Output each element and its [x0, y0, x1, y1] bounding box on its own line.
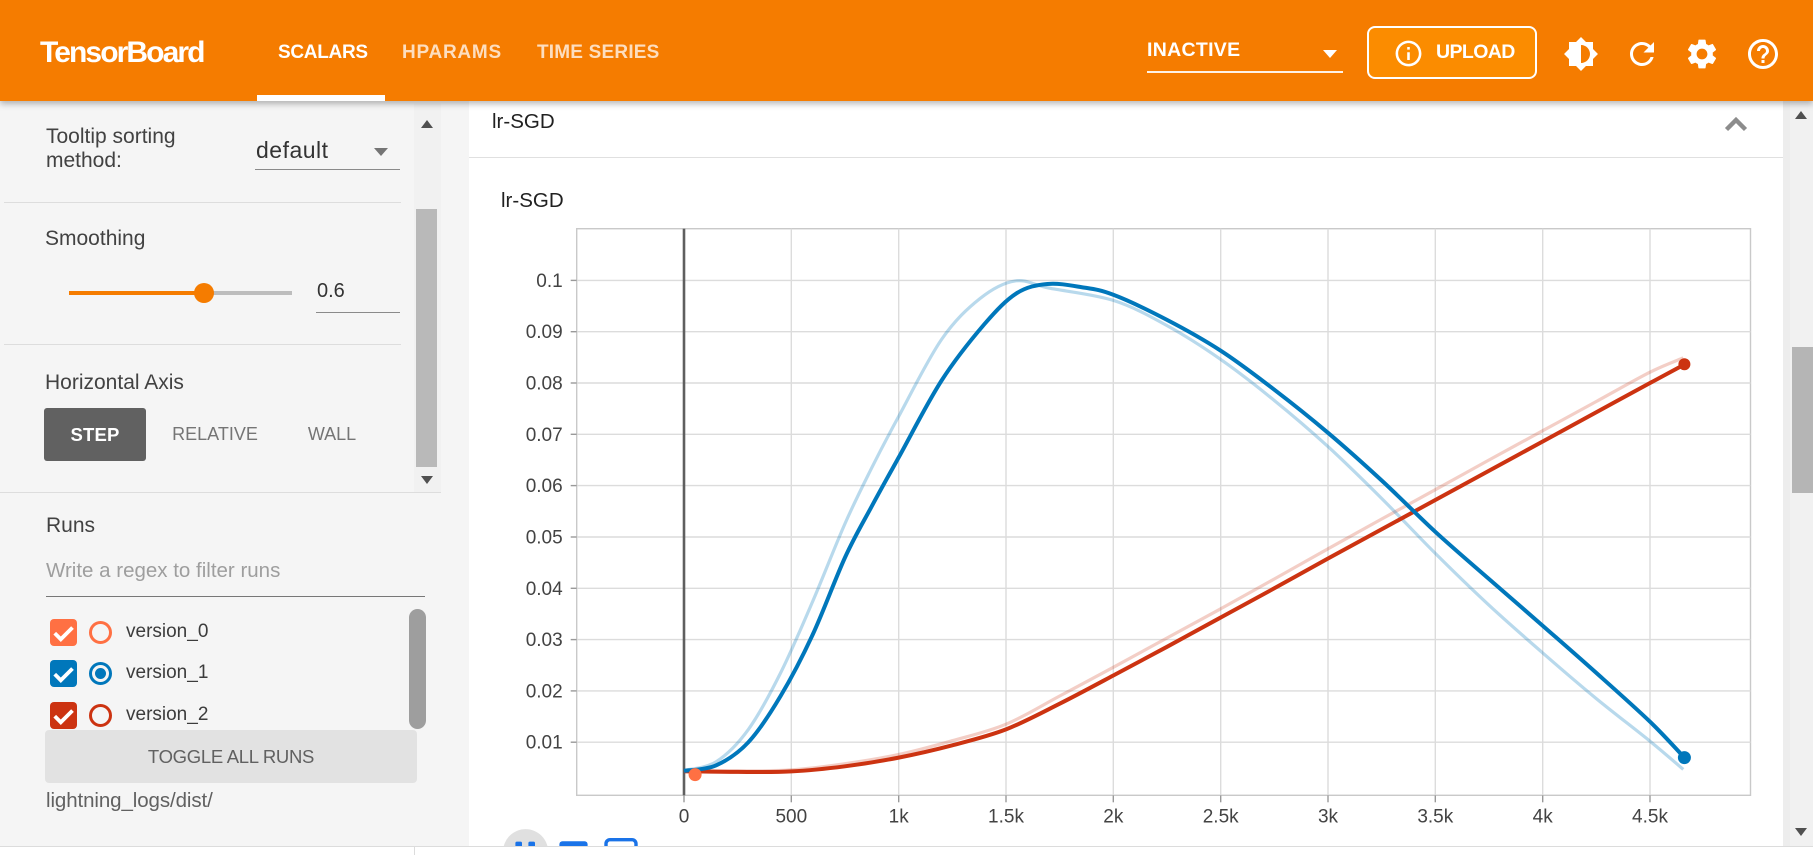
svg-text:0.01: 0.01	[526, 733, 563, 754]
svg-text:0.06: 0.06	[526, 476, 563, 497]
svg-text:4.5k: 4.5k	[1632, 806, 1668, 827]
svg-text:2.5k: 2.5k	[1203, 806, 1239, 827]
svg-text:3k: 3k	[1318, 806, 1339, 827]
svg-text:0.09: 0.09	[526, 322, 563, 343]
svg-text:0.07: 0.07	[526, 425, 563, 446]
svg-text:0.04: 0.04	[526, 579, 563, 600]
svg-text:2k: 2k	[1103, 806, 1124, 827]
svg-text:0.08: 0.08	[526, 374, 563, 395]
svg-text:0.03: 0.03	[526, 630, 563, 651]
svg-text:500: 500	[775, 806, 807, 827]
svg-text:0.05: 0.05	[526, 528, 563, 549]
svg-text:0.02: 0.02	[526, 681, 563, 702]
svg-text:1k: 1k	[889, 806, 910, 827]
svg-text:0.1: 0.1	[536, 271, 562, 292]
svg-text:0: 0	[679, 806, 690, 827]
svg-text:1.5k: 1.5k	[988, 806, 1024, 827]
svg-text:3.5k: 3.5k	[1417, 806, 1453, 827]
svg-text:4k: 4k	[1533, 806, 1554, 827]
